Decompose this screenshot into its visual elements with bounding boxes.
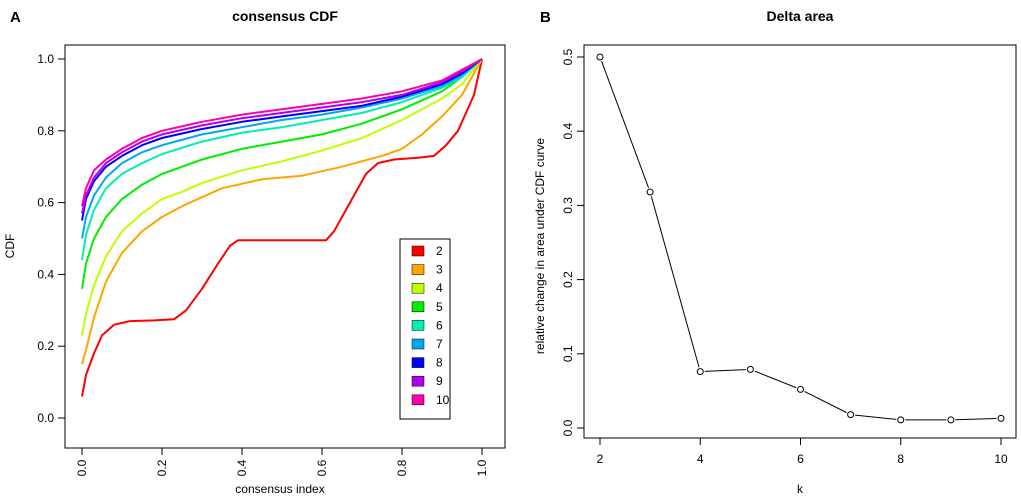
panel-a-series-lines xyxy=(81,58,483,397)
y-tick-label: 0.2 xyxy=(561,271,575,288)
delta-line-segment xyxy=(804,390,847,414)
delta-point-k3 xyxy=(646,188,654,196)
delta-line-segment xyxy=(754,370,797,389)
x-tick-label: 0.2 xyxy=(155,459,169,476)
panel-a-y-axis: 0.0 0.2 0.4 0.6 0.8 1.0 xyxy=(37,52,66,425)
panel-a-letter: A xyxy=(10,9,21,26)
panel-b: B Delta area k relative change in area u… xyxy=(533,8,1017,496)
panel-b-x-axis: 2 4 6 8 10 xyxy=(597,437,1008,466)
panel-a: A consensus CDF consensus index CDF 0.0 0… xyxy=(3,8,506,496)
panel-b-series-line xyxy=(601,61,997,421)
cdf-line-k7 xyxy=(81,58,483,239)
x-tick-label: 10 xyxy=(994,452,1008,466)
legend-swatch-k6 xyxy=(411,320,425,331)
delta-point-k7 xyxy=(847,411,855,419)
legend-label-k8: 8 xyxy=(436,356,443,370)
delta-point-k2 xyxy=(596,53,604,61)
delta-line-segment xyxy=(955,417,997,421)
delta-line-segment xyxy=(704,369,746,372)
x-tick-label: 2 xyxy=(597,452,604,466)
y-tick-label: 0.4 xyxy=(37,267,54,281)
legend-label-k3: 3 xyxy=(436,263,443,277)
cdf-line-k6 xyxy=(81,58,483,261)
legend-swatch-k5 xyxy=(411,301,425,313)
cdf-line-k9 xyxy=(81,58,483,214)
cdf-line-k4 xyxy=(81,58,483,336)
y-tick-label: 0.0 xyxy=(37,411,54,425)
cdf-line-k10 xyxy=(81,58,483,207)
x-tick-label: 0.4 xyxy=(235,459,249,476)
cdf-line-k8 xyxy=(81,58,483,221)
panel-a-title: consensus CDF xyxy=(232,8,338,24)
panel-b-plot-frame xyxy=(583,44,1017,439)
legend-swatch-k8 xyxy=(411,357,425,368)
y-tick-label: 0.3 xyxy=(561,197,575,214)
panel-b-points xyxy=(596,53,1005,424)
y-tick-label: 0.8 xyxy=(37,124,54,138)
y-tick-label: 1.0 xyxy=(37,52,54,66)
y-tick-label: 0.4 xyxy=(561,123,575,140)
y-tick-label: 0.2 xyxy=(37,339,54,353)
x-tick-label: 6 xyxy=(797,452,804,466)
delta-point-k6 xyxy=(797,385,804,393)
legend-label-k10: 10 xyxy=(436,393,450,407)
delta-point-k9 xyxy=(947,416,955,424)
x-tick-label: 0.0 xyxy=(75,459,89,476)
legend-label-k7: 7 xyxy=(436,337,443,351)
delta-point-k5 xyxy=(746,365,754,373)
y-tick-label: 0.1 xyxy=(561,345,575,362)
legend-swatch-k10 xyxy=(411,394,425,406)
legend-label-k9: 9 xyxy=(436,374,443,388)
panel-a-legend: 2 3 4 5 6 7 8 9 10 xyxy=(399,238,451,420)
delta-point-k4 xyxy=(696,368,704,376)
cdf-line-k2 xyxy=(81,58,483,397)
panel-b-xlabel: k xyxy=(797,482,804,496)
x-tick-label: 0.6 xyxy=(315,459,329,476)
x-tick-label: 8 xyxy=(897,452,904,466)
x-tick-label: 4 xyxy=(697,452,704,466)
legend-swatch-k3 xyxy=(411,264,425,275)
panel-b-ylabel: relative change in area under CDF curve xyxy=(533,138,547,354)
delta-point-k8 xyxy=(897,416,905,424)
cdf-line-k3 xyxy=(81,58,483,365)
legend-swatch-k9 xyxy=(411,375,425,387)
legend-box xyxy=(399,238,451,420)
x-tick-label: 0.8 xyxy=(395,459,409,476)
delta-line-segment xyxy=(601,61,650,188)
panel-b-y-axis: 0.0 0.1 0.2 0.3 0.4 0.5 xyxy=(561,48,585,436)
legend-label-k2: 2 xyxy=(436,244,443,258)
cdf-line-k5 xyxy=(81,58,483,289)
legend-label-k5: 5 xyxy=(436,300,443,314)
panel-b-title: Delta area xyxy=(767,8,834,24)
legend-swatch-k4 xyxy=(411,282,425,294)
delta-line-segment xyxy=(855,414,897,420)
x-tick-label: 1.0 xyxy=(475,459,489,476)
panel-b-letter: B xyxy=(540,9,551,26)
legend-swatch-k7 xyxy=(411,338,425,350)
panel-a-xlabel: consensus index xyxy=(235,482,324,496)
legend-label-k4: 4 xyxy=(436,281,443,295)
panel-a-x-axis: 0.0 0.2 0.4 0.6 0.8 1.0 xyxy=(75,447,489,476)
y-tick-label: 0.6 xyxy=(37,196,54,210)
y-tick-label: 0.0 xyxy=(561,419,575,436)
legend-label-k6: 6 xyxy=(436,318,443,332)
delta-line-segment xyxy=(650,196,700,368)
panel-a-ylabel: CDF xyxy=(3,234,17,259)
y-tick-label: 0.5 xyxy=(561,48,575,65)
legend-swatch-k2 xyxy=(411,245,425,257)
delta-point-k10 xyxy=(997,414,1005,422)
